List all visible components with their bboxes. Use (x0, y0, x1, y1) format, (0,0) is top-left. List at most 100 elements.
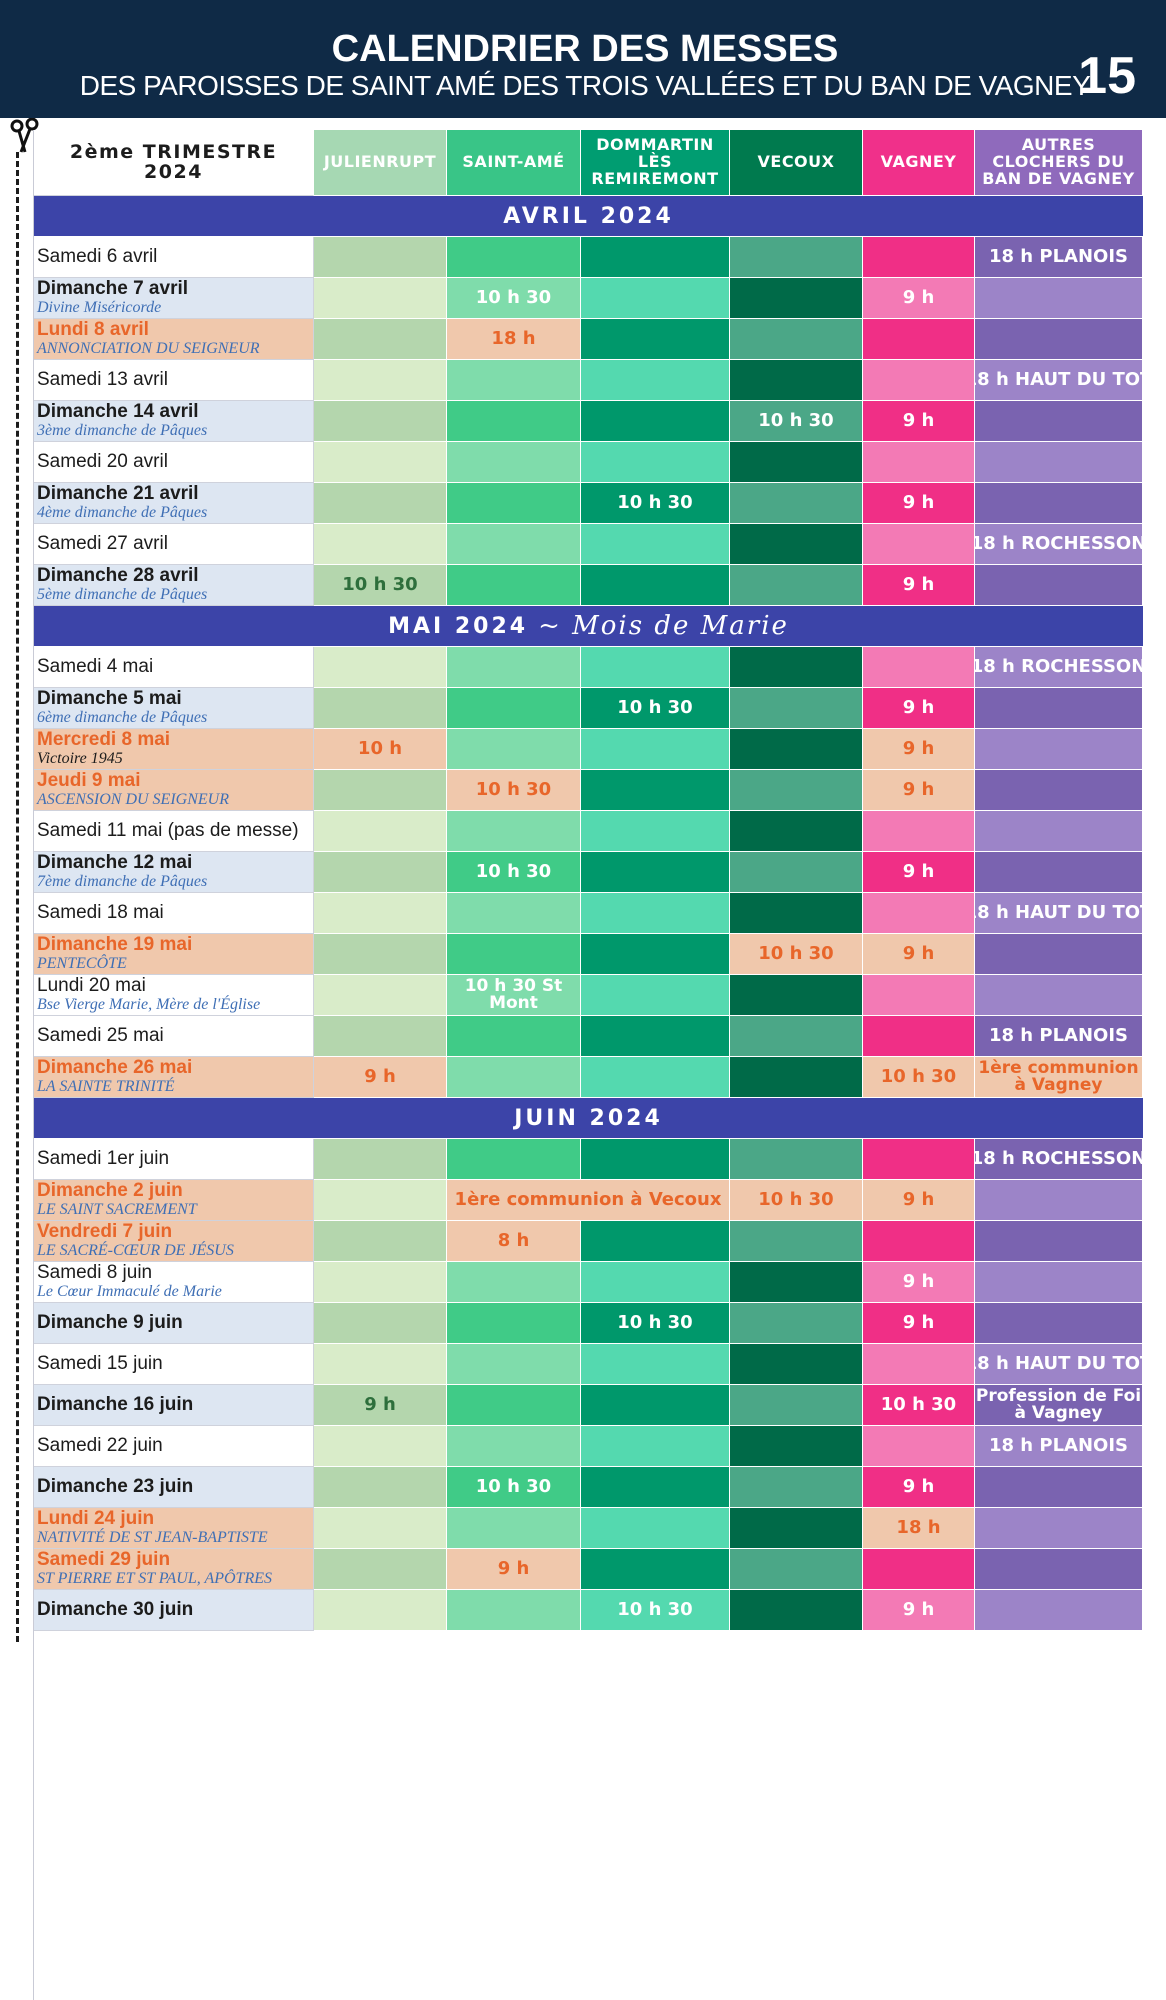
mass-time-cell: 9 h (863, 934, 975, 975)
mass-time-cell (730, 975, 863, 1016)
date-cell: Samedi 6 avril (34, 237, 314, 278)
date-cell: Dimanche 2 juin LE SAINT SACREMENT (34, 1180, 314, 1221)
liturgical-note: 6ème dimanche de Pâques (37, 709, 208, 727)
mass-time-cell: 10 h 30 (447, 852, 581, 893)
date-cell: Samedi 1er juin (34, 1139, 314, 1180)
mass-time-cell (447, 729, 581, 770)
mass-time-cell: 10 h 30 (730, 934, 863, 975)
date-cell: Samedi 27 avril (34, 524, 314, 565)
mass-time-cell (730, 1344, 863, 1385)
mass-time-cell (314, 360, 447, 401)
mass-time-cell (730, 1590, 863, 1631)
mass-time-cell (581, 237, 730, 278)
mass-time-cell (314, 1221, 447, 1262)
mass-time-cell (314, 1467, 447, 1508)
liturgical-note: Le Cœur Immaculé de Marie (37, 1283, 222, 1301)
mass-time-cell (730, 1467, 863, 1508)
mass-time-cell (581, 524, 730, 565)
date-cell: Samedi 20 avril (34, 442, 314, 483)
mass-time-cell (581, 1508, 730, 1549)
mass-time-cell: 9 h (863, 1467, 975, 1508)
mass-time-cell: 9 h (863, 852, 975, 893)
mass-time-cell (581, 811, 730, 852)
date-cell: Samedi 4 mai (34, 647, 314, 688)
mass-time-cell (447, 1016, 581, 1057)
mass-time-cell (730, 647, 863, 688)
liturgical-note: Bse Vierge Marie, Mère de l'Église (37, 996, 261, 1014)
mass-time-cell (314, 524, 447, 565)
mass-time-cell (447, 1262, 581, 1303)
mass-time-cell (730, 360, 863, 401)
mass-time-cell (730, 770, 863, 811)
date-label: Samedi 8 juin (37, 1262, 153, 1284)
date-label: Samedi 15 juin (37, 1353, 163, 1375)
liturgical-note: LE SAINT SACREMENT (37, 1201, 197, 1219)
liturgical-note: ANNONCIATION DU SEIGNEUR (37, 340, 260, 358)
mass-time-cell (314, 893, 447, 934)
page-title: CALENDRIER DES MESSES (331, 28, 839, 70)
mass-time-cell (581, 1344, 730, 1385)
mass-time-cell (314, 1180, 447, 1221)
column-header: VAGNEY (863, 130, 975, 196)
date-cell: Samedi 8 juin Le Cœur Immaculé de Marie (34, 1262, 314, 1303)
mass-time-cell (314, 770, 447, 811)
date-cell: Dimanche 9 juin (34, 1303, 314, 1344)
date-label: Samedi 22 juin (37, 1435, 163, 1457)
mass-time-cell: 10 h 30 (581, 688, 730, 729)
mass-time-cell (314, 1426, 447, 1467)
mass-time-cell (730, 319, 863, 360)
date-label: Samedi 1er juin (37, 1148, 170, 1170)
mass-time-cell: 9 h (863, 688, 975, 729)
mass-time-cell (447, 1057, 581, 1098)
mass-time-cell: 18 h ROCHESSON (975, 524, 1143, 565)
mass-time-cell (447, 647, 581, 688)
mass-time-cell: 10 h (314, 729, 447, 770)
mass-time-cell: 18 h (863, 1508, 975, 1549)
mass-time-cell (314, 278, 447, 319)
mass-time-cell (730, 1139, 863, 1180)
date-cell: Dimanche 28 avril 5ème dimanche de Pâques (34, 565, 314, 606)
date-cell: Samedi 13 avril (34, 360, 314, 401)
mass-time-cell (975, 319, 1143, 360)
mass-time-cell (863, 1549, 975, 1590)
column-header: JULIENRUPT (314, 130, 447, 196)
mass-time-cell: 9 h (314, 1385, 447, 1426)
mass-time-cell (975, 1303, 1143, 1344)
mass-time-cell (975, 975, 1143, 1016)
mass-time-cell: 8 h (447, 1221, 581, 1262)
mass-time-cell (730, 1262, 863, 1303)
mass-time-cell (975, 442, 1143, 483)
date-label: Dimanche 7 avril (37, 278, 189, 300)
mass-time-cell (314, 1016, 447, 1057)
mass-time-cell: 10 h 30 (447, 1467, 581, 1508)
mass-time-cell: 9 h (863, 565, 975, 606)
date-cell: Dimanche 5 mai 6ème dimanche de Pâques (34, 688, 314, 729)
mass-time-cell (314, 647, 447, 688)
date-cell: Dimanche 12 mai 7ème dimanche de Pâques (34, 852, 314, 893)
mass-time-cell (975, 729, 1143, 770)
mass-time-cell (447, 524, 581, 565)
mass-time-cell (581, 852, 730, 893)
mass-time-cell (314, 1262, 447, 1303)
date-label: Samedi 6 avril (37, 246, 158, 268)
date-cell: Vendredi 7 juin LE SACRÉ-CŒUR DE JÉSUS (34, 1221, 314, 1262)
date-cell: Dimanche 16 juin (34, 1385, 314, 1426)
mass-time-cell (581, 565, 730, 606)
date-cell: Samedi 22 juin (34, 1426, 314, 1467)
mass-time-cell (447, 565, 581, 606)
liturgical-note: Divine Miséricorde (37, 299, 162, 317)
mass-time-cell (581, 1139, 730, 1180)
mass-time-cell (581, 729, 730, 770)
mass-time-cell (581, 647, 730, 688)
mass-time-cell: 10 h 30 (581, 483, 730, 524)
mass-time-cell (975, 1590, 1143, 1631)
column-header: SAINT-AMÉ (447, 130, 581, 196)
mass-time-cell: 18 h PLANOIS (975, 1426, 1143, 1467)
date-cell: Dimanche 14 avril 3ème dimanche de Pâques (34, 401, 314, 442)
column-header: AUTRES CLOCHERS DU BAN DE VAGNEY (975, 130, 1143, 196)
trimester-label: 2ème TRIMESTRE 2024 (34, 130, 314, 196)
mass-time-cell (447, 1590, 581, 1631)
date-cell: Dimanche 21 avril 4ème dimanche de Pâques (34, 483, 314, 524)
date-label: Dimanche 12 mai (37, 852, 193, 874)
liturgical-note: 4ème dimanche de Pâques (37, 504, 208, 522)
